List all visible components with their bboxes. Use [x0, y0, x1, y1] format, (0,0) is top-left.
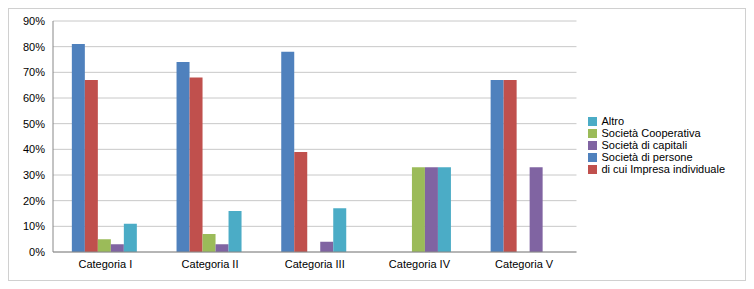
svg-text:90%: 90%: [23, 15, 45, 27]
svg-text:Categoria I: Categoria I: [78, 258, 132, 270]
svg-text:Categoria IV: Categoria IV: [389, 258, 451, 270]
svg-text:70%: 70%: [23, 66, 45, 78]
svg-text:40%: 40%: [23, 143, 45, 155]
html-text:Altro: Altro: [601, 114, 625, 127]
svg-text:Categoria II: Categoria II: [182, 258, 239, 270]
svg-text:Categoria III: Categoria III: [285, 258, 345, 270]
svg-text:10%: 10%: [23, 220, 45, 232]
html-text:Società di persone: Società di persone: [601, 150, 693, 163]
svg-text:60%: 60%: [23, 92, 45, 104]
html-text:Società di capitali: Società di capitali: [601, 138, 688, 151]
svg-text:Categoria V: Categoria V: [495, 258, 554, 270]
html-text:di cui Impresa individuale: di cui Impresa individuale: [601, 162, 725, 175]
svg-text:30%: 30%: [23, 169, 45, 181]
svg-text:80%: 80%: [23, 41, 45, 53]
svg-text:20%: 20%: [23, 195, 45, 207]
svg-text:50%: 50%: [23, 118, 45, 130]
html-text:Società Cooperativa: Società Cooperativa: [601, 126, 701, 139]
svg-text:0%: 0%: [29, 246, 45, 258]
